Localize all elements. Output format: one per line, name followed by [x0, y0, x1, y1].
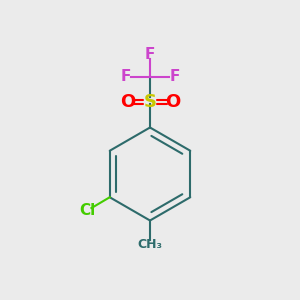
Text: F: F — [169, 69, 180, 84]
Text: Cl: Cl — [79, 203, 95, 218]
Text: S: S — [143, 93, 157, 111]
Text: O: O — [165, 93, 180, 111]
Text: F: F — [120, 69, 130, 84]
Text: CH₃: CH₃ — [137, 238, 163, 251]
Text: O: O — [120, 93, 135, 111]
Text: F: F — [145, 47, 155, 62]
